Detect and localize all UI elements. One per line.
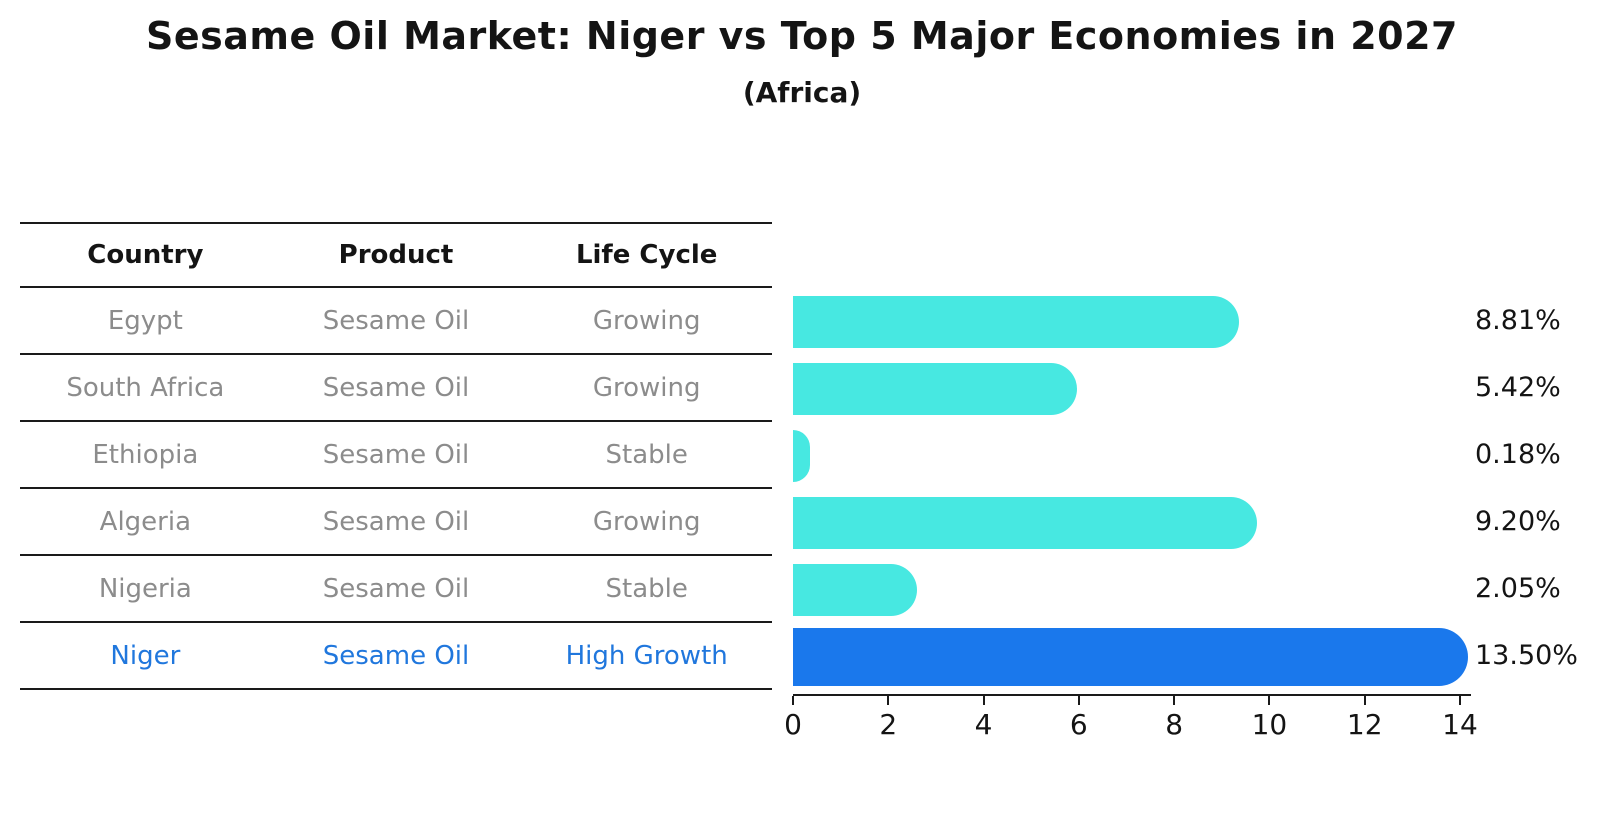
x-axis-tick-mark: [982, 696, 985, 705]
x-axis-tick-label: 6: [1069, 708, 1088, 741]
x-axis-tick-mark: [1268, 696, 1271, 705]
x-axis-tick-label: 8: [1165, 708, 1184, 741]
bar-highlight-niger: [793, 627, 1469, 686]
x-axis-tick-mark: [1459, 696, 1461, 705]
table-cell-life-cycle: Growing: [592, 305, 701, 336]
table-row: South Africa Sesame Oil Growing: [20, 355, 772, 422]
table-cell-life-cycle: Growing: [592, 506, 701, 537]
bar: [793, 429, 811, 482]
x-axis-tick-mark: [1077, 696, 1080, 705]
bar: [793, 563, 917, 616]
table-cell-life-cycle: High Growth: [565, 640, 728, 671]
x-axis-tick-mark: [887, 696, 890, 705]
x-axis-tick-mark: [1173, 696, 1176, 705]
table-cell-country: Algeria: [99, 506, 192, 537]
table-cell-country: Niger: [110, 640, 181, 671]
x-axis-tick-mark: [792, 696, 794, 705]
table-row: Ethiopia Sesame Oil Stable: [20, 422, 772, 489]
table-cell-life-cycle: Stable: [605, 439, 688, 470]
table-body: Egypt Sesame Oil Growing South Africa Sesame…: [20, 288, 772, 690]
table-cell-product: Sesame Oil: [322, 573, 470, 604]
table-row: Egypt Sesame Oil Growing: [20, 288, 772, 355]
table-cell-life-cycle: Growing: [592, 372, 701, 403]
x-axis-tick-label: 4: [974, 708, 993, 741]
x-axis-tick-mark: [1363, 696, 1366, 705]
bar: [793, 362, 1078, 415]
x-axis-line: [793, 694, 1471, 696]
table-row: Nigeria Sesame Oil Stable: [20, 556, 772, 623]
table-cell-country: Nigeria: [98, 573, 192, 604]
table-header-cell-product: Product: [338, 240, 454, 270]
chart-title: Sesame Oil Market: Niger vs Top 5 Major …: [146, 14, 1458, 58]
table-header-row: Country Product Life Cycle: [20, 222, 772, 288]
bar: [793, 295, 1239, 348]
table-cell-product: Sesame Oil: [322, 506, 470, 537]
table-header-cell-life-cycle: Life Cycle: [575, 240, 718, 270]
table-cell-life-cycle: Stable: [605, 573, 688, 604]
table-cell-product: Sesame Oil: [322, 305, 470, 336]
bar-value-label: 0.18%: [1475, 439, 1561, 470]
table-row: Algeria Sesame Oil Growing: [20, 489, 772, 556]
table-cell-country: South Africa: [66, 372, 225, 403]
x-axis-tick-label: 10: [1251, 708, 1288, 741]
x-axis-tick-label: 2: [879, 708, 898, 741]
table-row: Niger Sesame Oil High Growth: [20, 623, 772, 690]
country-table: Country Product Life Cycle Egypt Sesame Oil…: [20, 222, 772, 690]
bar-value-label: 5.42%: [1475, 372, 1561, 403]
chart-subtitle: (Africa): [742, 76, 862, 109]
bar-value-label: 8.81%: [1475, 305, 1561, 336]
x-axis-tick-label: 14: [1442, 708, 1478, 741]
bar-value-label: 13.50%: [1475, 640, 1578, 671]
x-axis-tick-label: 0: [784, 708, 802, 741]
table-header-cell-country: Country: [87, 240, 204, 270]
bar-value-label: 2.05%: [1475, 573, 1561, 604]
x-axis-tick-label: 12: [1346, 708, 1383, 741]
table-cell-product: Sesame Oil: [322, 640, 470, 671]
table-cell-country: Ethiopia: [92, 439, 199, 470]
bar-value-label: 9.20%: [1475, 506, 1561, 537]
table-cell-product: Sesame Oil: [322, 372, 470, 403]
table-cell-product: Sesame Oil: [322, 439, 470, 470]
table-cell-country: Egypt: [107, 305, 183, 336]
bar: [793, 496, 1258, 549]
